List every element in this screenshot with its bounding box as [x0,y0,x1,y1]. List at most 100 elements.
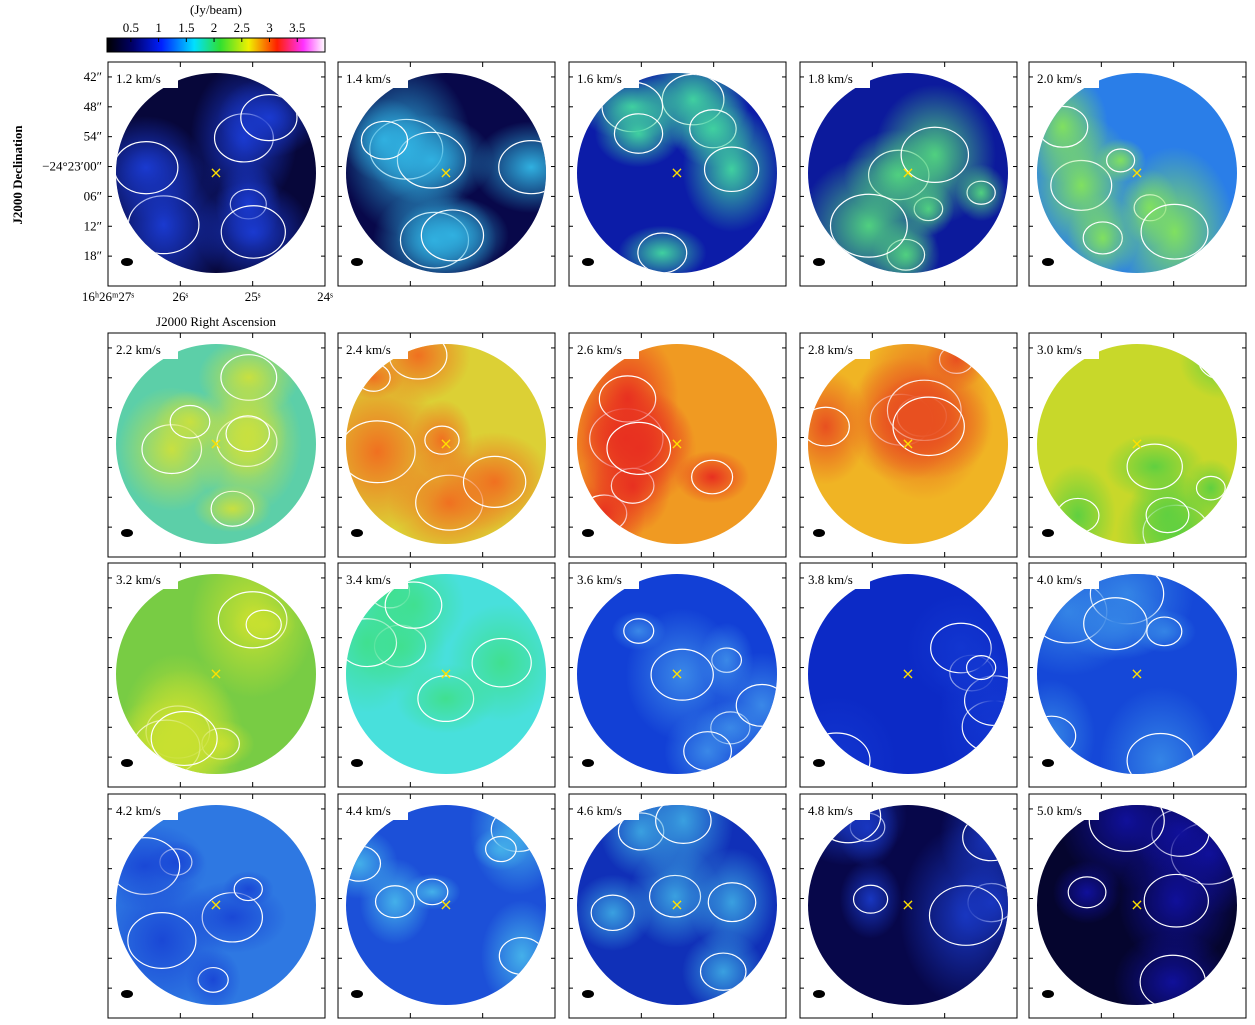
source-marker: × [670,434,683,453]
emission-blob [469,764,566,895]
emission-blob [223,871,274,907]
colorbar-title: (Jy/beam) [190,2,242,17]
velocity-label: 4.2 km/s [116,803,161,818]
emission-blob [88,116,204,219]
contour [1199,340,1247,379]
panel: 2.6 km/s × [560,328,786,570]
colorbar-tick-label: 0.5 [123,20,139,35]
emission-blob [675,451,749,504]
panel: 3.8 km/s× [775,563,1051,826]
beam [121,759,133,767]
emission-blob [481,900,563,1012]
figure: (Jy/beam) J2000 Declination J2000 Right … [0,0,1255,1020]
emission-blob [955,637,1008,697]
map [88,63,320,306]
velocity-label: 2.6 km/s [577,342,622,357]
beam [121,990,133,998]
source-marker: × [1130,664,1143,683]
source-marker: × [209,434,222,453]
velocity-label: 2.0 km/s [1037,71,1082,86]
emission-blob [1040,463,1117,567]
emission-blob [864,373,994,479]
map [1017,70,1237,316]
emission-blob [472,121,590,213]
source-marker: × [670,163,683,182]
beam [1042,759,1054,767]
beam [582,258,594,266]
x-tick-label: 24ˢ [317,289,333,304]
velocity-label: 4.0 km/s [1037,572,1082,587]
panel: 2.8 km/s × [783,320,1017,557]
colorbar-tick-label: 1 [155,20,162,35]
source-marker: × [901,664,914,683]
emission-blob [618,226,707,281]
source-marker: × [670,895,683,914]
beam [121,529,133,537]
y-tick-label: 06″ [84,188,102,203]
velocity-label: 2.4 km/s [346,342,391,357]
colorbar-tick-label: 2.5 [234,20,250,35]
source-marker: × [439,434,452,453]
source-marker: × [670,664,683,683]
velocity-label: 3.0 km/s [1037,342,1082,357]
velocity-label: 2.2 km/s [116,342,161,357]
emission-blob [1185,459,1237,518]
source-marker: × [439,664,452,683]
source-marker: × [901,895,914,914]
map [340,63,590,292]
emission-blob [362,552,465,659]
panel: 5.0 km/s × [1029,752,1255,1020]
emission-blob [574,874,652,951]
map [577,574,808,794]
velocity-label: 3.2 km/s [116,572,161,587]
panel: 3.2 km/s × [105,541,325,810]
emission-blob [1008,680,1095,792]
beam [813,990,825,998]
emission-blob [939,777,1043,898]
y-tick-label: 42″ [84,69,102,84]
emission-blob [343,98,427,182]
y-tick-label: 18″ [84,248,102,263]
y-tick-label: 12″ [84,218,102,233]
map [1037,752,1255,1020]
source-marker: × [901,434,914,453]
velocity-label: 1.8 km/s [808,71,853,86]
source-marker: × [439,895,452,914]
velocity-label: 4.8 km/s [808,803,853,818]
velocity-label: 1.4 km/s [346,71,391,86]
emission-blob [343,356,404,399]
velocity-label: 5.0 km/s [1037,803,1082,818]
emission-blob [473,827,529,870]
colorbar-tick-label: 3.5 [289,20,305,35]
source-marker: × [1130,895,1143,914]
colorbar [107,38,325,52]
panel: 1.4 km/s × [338,62,590,293]
emission-blob [100,871,224,1010]
panel: 2.4 km/s × [309,308,555,557]
x-tick-label: 26ˢ [172,289,188,304]
emission-blob [218,77,320,157]
velocity-label: 4.6 km/s [577,803,622,818]
beam [121,258,133,266]
y-tick-label: 54″ [84,129,102,144]
emission-blob [595,100,683,168]
x-tick-label: 25ˢ [245,289,261,304]
velocity-label: 2.8 km/s [808,342,853,357]
emission-blob [682,106,780,232]
panel: 3.4 km/s× [314,547,555,787]
source-marker: × [439,163,452,182]
panel: 4.2 km/s× [82,794,325,1018]
emission-blob [799,156,939,295]
panel: 4.0 km/s × [999,530,1246,834]
panel: 1.6 km/s × [569,48,786,286]
beam [351,258,363,266]
emission-blob [396,196,509,274]
source-marker: × [209,664,222,683]
velocity-label: 1.6 km/s [577,71,622,86]
panel: 1.2 km/s×42″48″54″−24°23′00″06″12″18″16ʰ… [42,62,333,307]
emission-blob [689,848,775,956]
beam [582,529,594,537]
beam [351,529,363,537]
emission-blob [840,860,902,939]
panel: 4.6 km/s × [569,755,786,1018]
